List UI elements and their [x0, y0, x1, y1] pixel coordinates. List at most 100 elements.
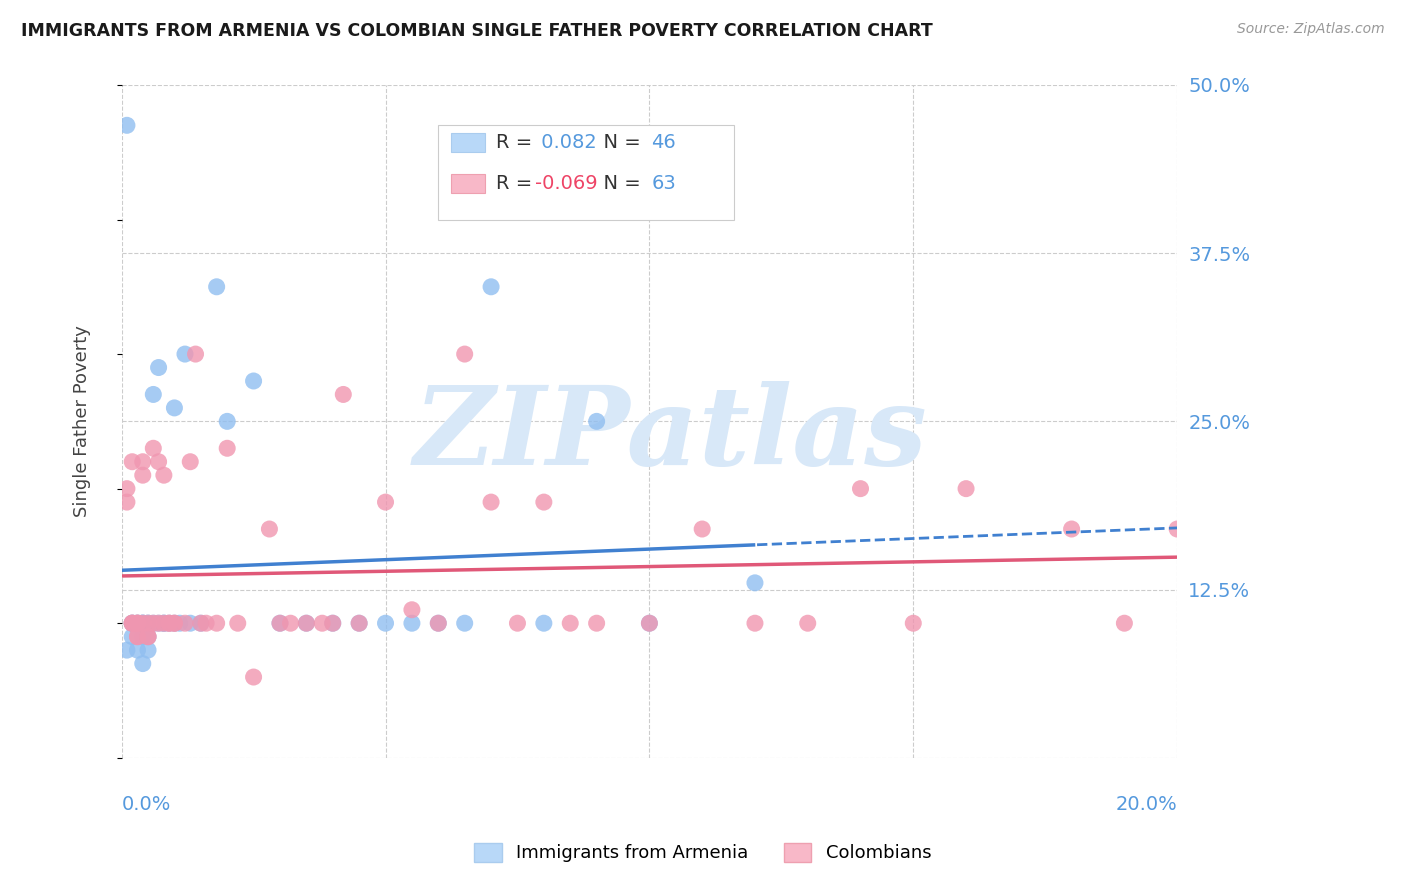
Point — [217, 414, 239, 428]
Point — [638, 616, 661, 631]
Point — [136, 616, 159, 631]
Point — [132, 616, 155, 631]
Point — [148, 455, 170, 469]
FancyBboxPatch shape — [439, 125, 734, 219]
Point — [127, 630, 149, 644]
Point — [132, 616, 155, 631]
Point — [179, 616, 201, 631]
Point — [332, 387, 354, 401]
Point — [295, 616, 318, 631]
Point — [427, 616, 450, 631]
Point — [132, 468, 155, 483]
Point — [121, 616, 143, 631]
Point — [454, 616, 477, 631]
Point — [744, 616, 766, 631]
Point — [226, 616, 249, 631]
Point — [127, 643, 149, 657]
Text: 0.0%: 0.0% — [122, 795, 172, 814]
Point — [322, 616, 344, 631]
Point — [269, 616, 291, 631]
Point — [148, 616, 170, 631]
Point — [242, 670, 264, 684]
Point — [121, 455, 143, 469]
Point — [479, 280, 502, 294]
Point — [347, 616, 370, 631]
Point — [242, 374, 264, 388]
Point — [148, 360, 170, 375]
Point — [174, 616, 197, 631]
Point — [295, 616, 318, 631]
Point — [148, 616, 170, 631]
Point — [1166, 522, 1188, 536]
Point — [115, 482, 138, 496]
Point — [163, 616, 186, 631]
Text: R =: R = — [496, 133, 538, 152]
Point — [638, 616, 661, 631]
Point — [132, 657, 155, 671]
Point — [132, 455, 155, 469]
Point — [1114, 616, 1136, 631]
Point — [157, 616, 180, 631]
Point — [115, 495, 138, 509]
Text: 20.0%: 20.0% — [1115, 795, 1177, 814]
Point — [744, 575, 766, 590]
FancyBboxPatch shape — [451, 174, 485, 193]
Point — [190, 616, 212, 631]
Point — [121, 616, 143, 631]
Point — [195, 616, 218, 631]
Point — [427, 616, 450, 631]
Point — [280, 616, 302, 631]
Text: IMMIGRANTS FROM ARMENIA VS COLOMBIAN SINGLE FATHER POVERTY CORRELATION CHART: IMMIGRANTS FROM ARMENIA VS COLOMBIAN SIN… — [21, 22, 932, 40]
Point — [560, 616, 582, 631]
Text: ZIPatlas: ZIPatlas — [413, 381, 928, 489]
Text: 63: 63 — [651, 174, 676, 193]
Point — [205, 280, 228, 294]
Point — [374, 616, 396, 631]
Point — [374, 495, 396, 509]
Text: N =: N = — [592, 133, 647, 152]
Point — [136, 630, 159, 644]
Point — [142, 387, 165, 401]
Point — [132, 616, 155, 631]
Point — [115, 643, 138, 657]
Point — [163, 616, 186, 631]
Point — [136, 630, 159, 644]
Point — [955, 482, 977, 496]
Point — [163, 401, 186, 415]
Point — [115, 118, 138, 132]
Point — [136, 630, 159, 644]
Legend: Immigrants from Armenia, Colombians: Immigrants from Armenia, Colombians — [467, 836, 939, 870]
Point — [205, 616, 228, 631]
Point — [127, 616, 149, 631]
Point — [163, 616, 186, 631]
Point — [136, 616, 159, 631]
Point — [127, 616, 149, 631]
Point — [849, 482, 872, 496]
Point — [121, 616, 143, 631]
Point — [121, 616, 143, 631]
Text: 46: 46 — [651, 133, 676, 152]
Point — [184, 347, 207, 361]
Point — [132, 630, 155, 644]
Text: Single Father Poverty: Single Father Poverty — [73, 326, 90, 517]
Point — [169, 616, 191, 631]
Point — [259, 522, 281, 536]
Point — [401, 616, 423, 631]
Text: 0.082: 0.082 — [536, 133, 598, 152]
Point — [153, 468, 176, 483]
Point — [1060, 522, 1083, 536]
Point — [153, 616, 176, 631]
Point — [127, 616, 149, 631]
Point — [174, 347, 197, 361]
Point — [585, 414, 607, 428]
Point — [347, 616, 370, 631]
Point — [127, 630, 149, 644]
Text: -0.069: -0.069 — [536, 174, 598, 193]
Point — [217, 442, 239, 456]
Point — [311, 616, 333, 631]
Text: N =: N = — [592, 174, 647, 193]
Point — [322, 616, 344, 631]
Point — [157, 616, 180, 631]
Point — [157, 616, 180, 631]
Point — [121, 630, 143, 644]
